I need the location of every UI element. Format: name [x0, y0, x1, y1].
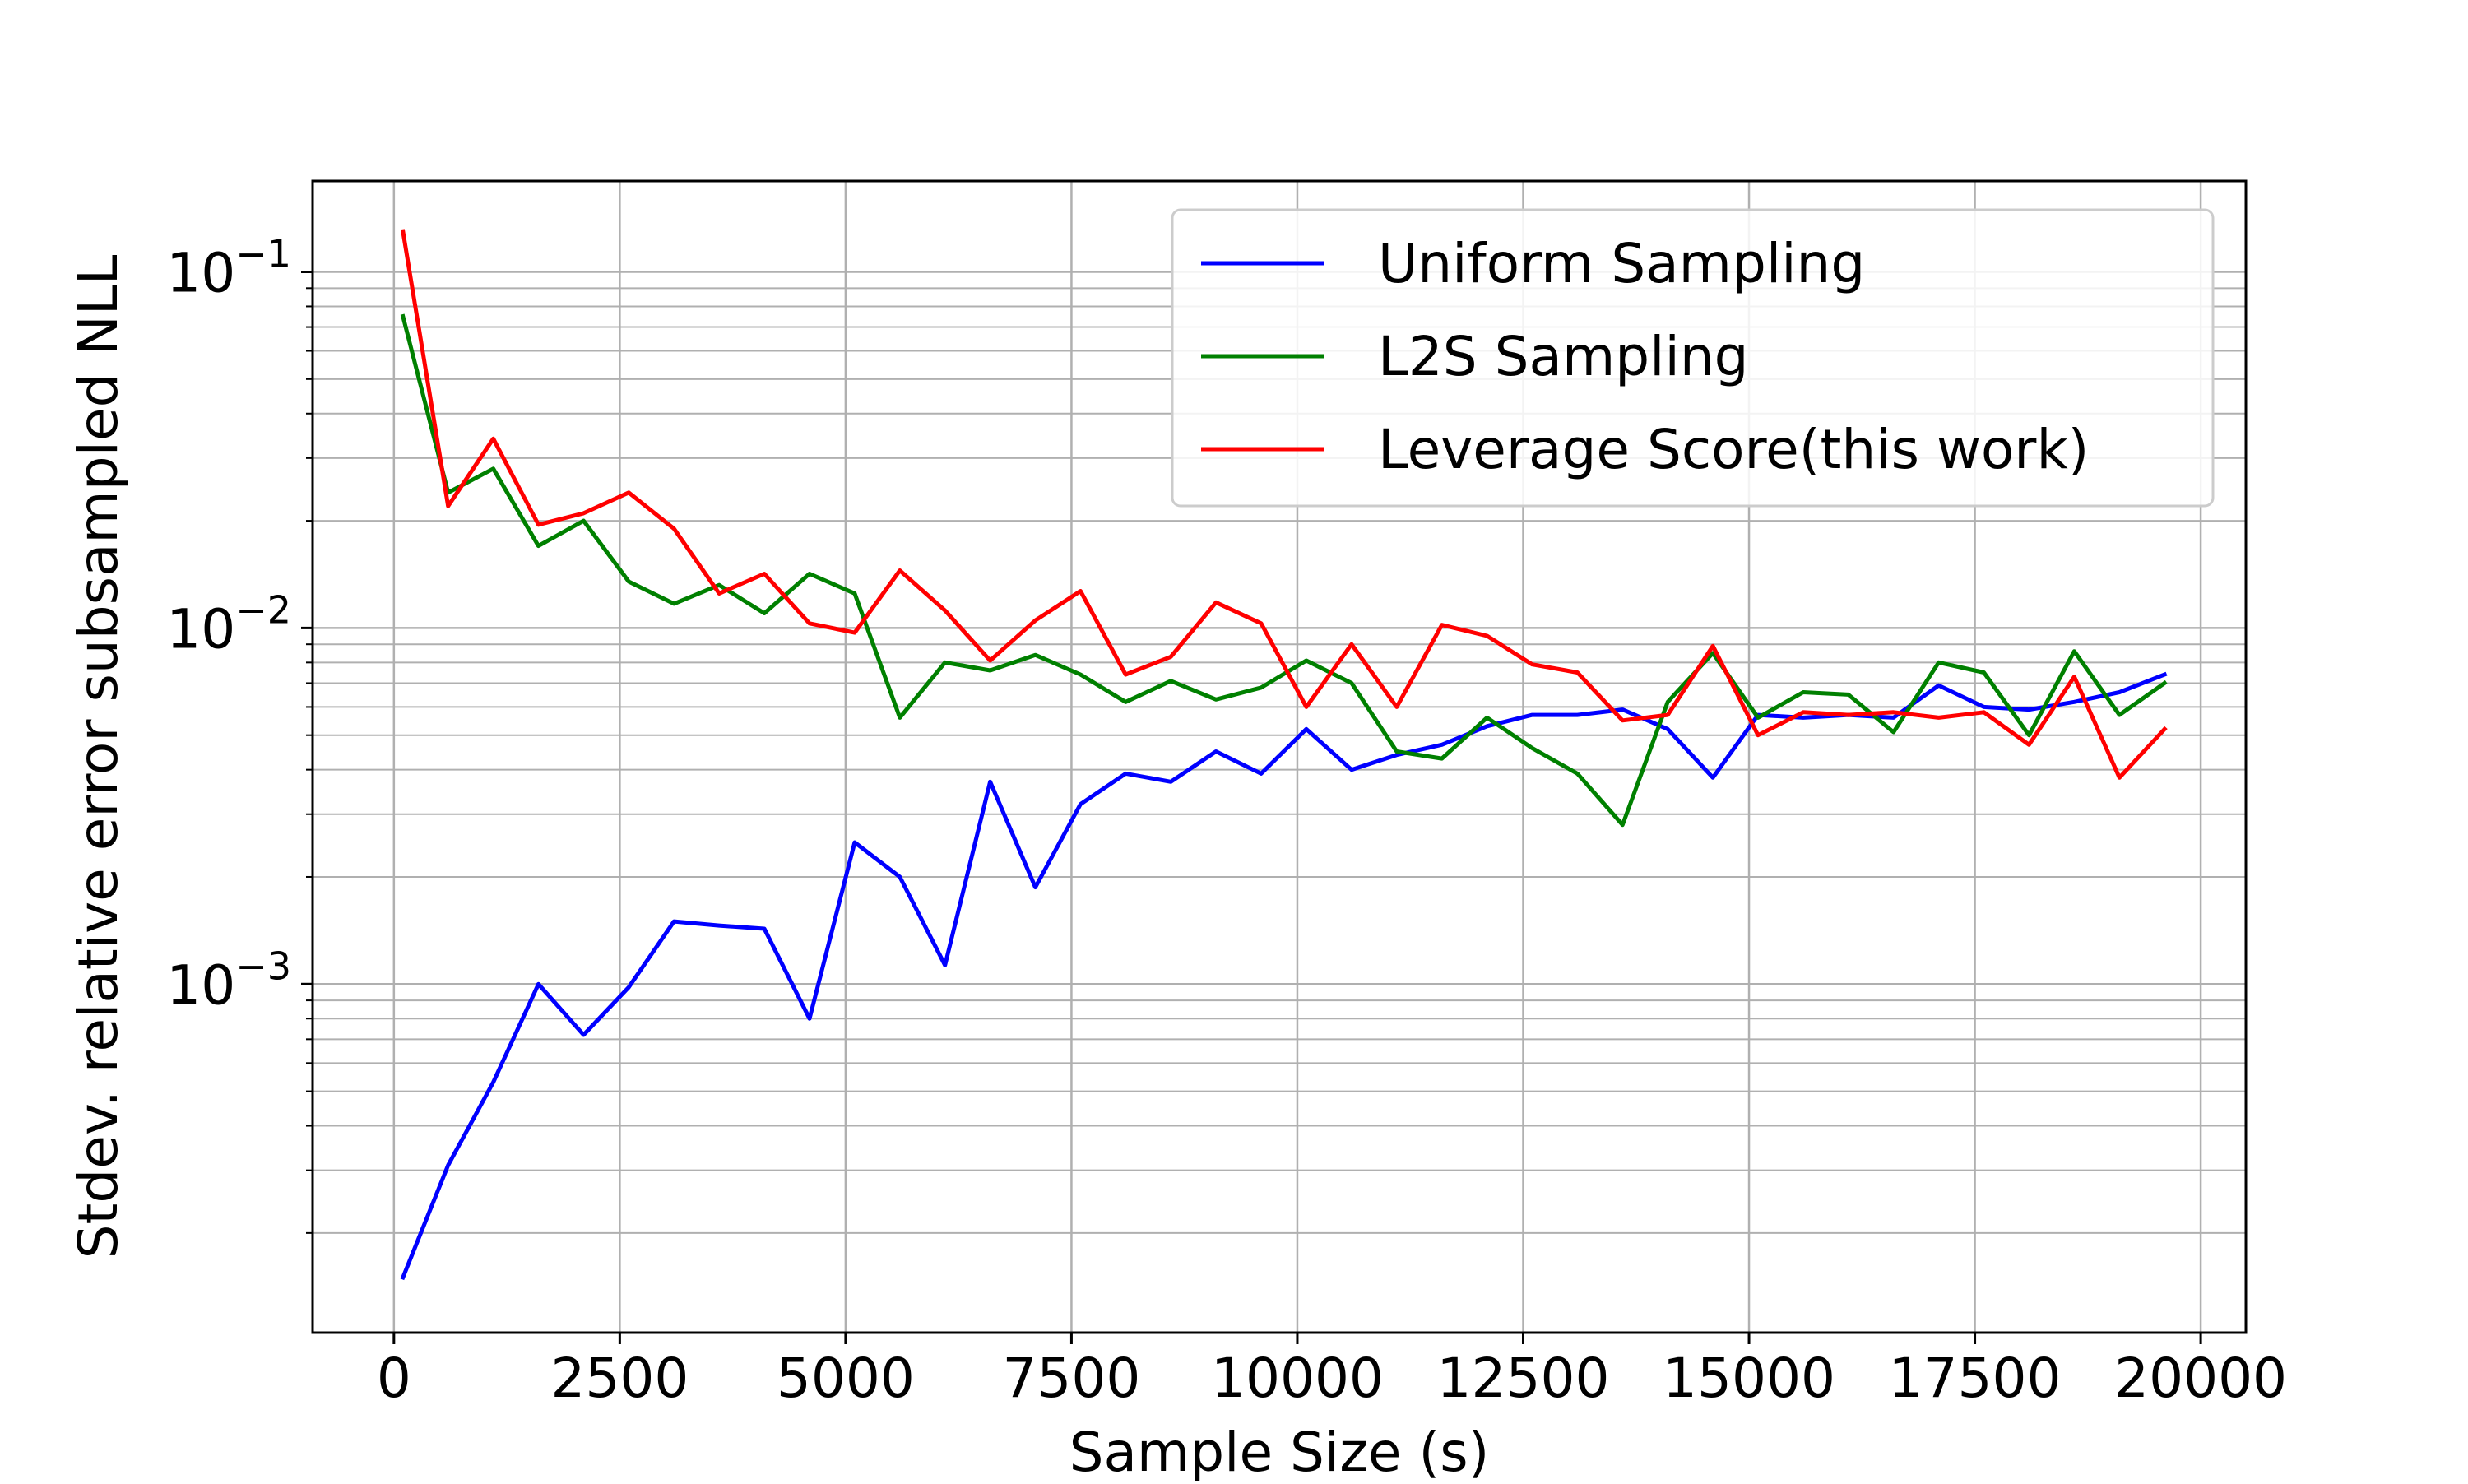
x-tick-label: 2500 [550, 1347, 689, 1410]
x-tick-label: 15000 [1663, 1347, 1835, 1410]
x-tick-label: 12500 [1437, 1347, 1610, 1410]
y-tick-label: 10−1 [166, 232, 291, 305]
legend: Uniform Sampling L2S Sampling Leverage Sco… [1171, 208, 2215, 508]
x-tick-label: 20000 [2114, 1347, 2287, 1410]
x-tick-label: 0 [377, 1347, 411, 1410]
series-line-3 [400, 229, 2168, 780]
tick-layer: 0 2500 5000 7500 10000 12500 15000 17500 20000 10… [166, 232, 2287, 1410]
x-tick-label: 5000 [777, 1347, 915, 1410]
legend-label: L2S Sampling [1378, 325, 1749, 388]
y-tick-label: 10−2 [166, 587, 291, 661]
x-tick-label: 7500 [1002, 1347, 1140, 1410]
x-tick-label: 17500 [1889, 1347, 2062, 1410]
x-tick-label: 10000 [1211, 1347, 1384, 1410]
legend-label: Uniform Sampling [1378, 232, 1865, 295]
plot-frame [311, 179, 2248, 1334]
y-axis-label: Stdev. relative error subsampled NLL [67, 254, 130, 1259]
legend-box [1171, 208, 2215, 508]
y-tick-label: 10−3 [166, 944, 291, 1017]
legend-label: Leverage Score(this work) [1378, 418, 2089, 481]
series-layer [400, 229, 2168, 1281]
x-axis-label: Sample Size (s) [1069, 1421, 1490, 1481]
series-line-1 [400, 671, 2168, 1281]
